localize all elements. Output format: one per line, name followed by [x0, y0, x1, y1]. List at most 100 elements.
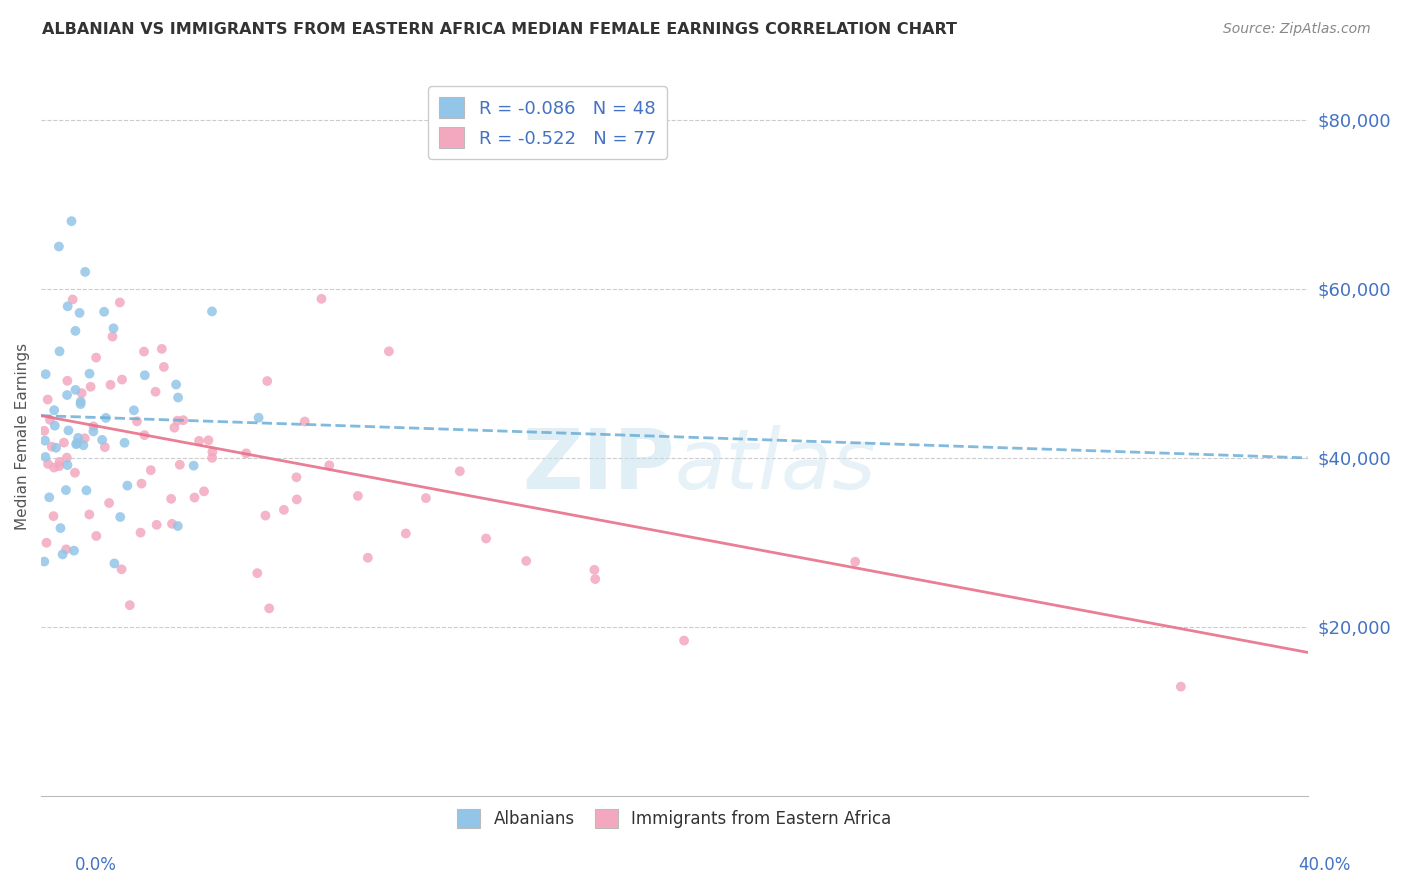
Point	[65, 437, 87, 451]
Point	[160, 491, 183, 506]
Point	[378, 344, 401, 359]
Point	[79, 367, 101, 381]
Point	[83, 419, 105, 434]
Point	[42, 509, 65, 524]
Point	[193, 484, 215, 499]
Point	[583, 572, 606, 586]
Point	[122, 403, 145, 417]
Point	[256, 374, 278, 388]
Point	[94, 440, 117, 454]
Point	[69, 394, 91, 409]
Point	[235, 446, 257, 460]
Point	[48, 344, 70, 359]
Point	[166, 414, 188, 428]
Point	[145, 384, 167, 399]
Point	[37, 392, 59, 407]
Point	[93, 305, 115, 319]
Point	[67, 431, 90, 445]
Point	[48, 239, 70, 253]
Point	[100, 377, 122, 392]
Point	[285, 492, 308, 507]
Text: ALBANIAN VS IMMIGRANTS FROM EASTERN AFRICA MEDIAN FEMALE EARNINGS CORRELATION CH: ALBANIAN VS IMMIGRANTS FROM EASTERN AFRI…	[42, 22, 957, 37]
Point	[56, 388, 79, 402]
Point	[145, 517, 167, 532]
Point	[75, 483, 97, 498]
Point	[55, 483, 77, 497]
Point	[134, 428, 156, 442]
Point	[58, 424, 80, 438]
Point	[62, 293, 84, 307]
Point	[65, 383, 87, 397]
Point	[79, 508, 101, 522]
Point	[449, 464, 471, 478]
Point	[132, 344, 155, 359]
Point	[82, 425, 104, 439]
Point	[246, 566, 269, 581]
Point	[48, 455, 70, 469]
Point	[166, 519, 188, 533]
Point	[114, 435, 136, 450]
Point	[103, 557, 125, 571]
Point	[45, 441, 67, 455]
Point	[169, 458, 191, 472]
Point	[294, 415, 316, 429]
Point	[69, 397, 91, 411]
Point	[673, 633, 696, 648]
Point	[72, 438, 94, 452]
Point	[108, 295, 131, 310]
Point	[475, 532, 498, 546]
Point	[285, 470, 308, 484]
Point	[38, 491, 60, 505]
Point	[254, 508, 277, 523]
Point	[84, 351, 107, 365]
Point	[56, 299, 79, 313]
Text: Source: ZipAtlas.com: Source: ZipAtlas.com	[1223, 22, 1371, 37]
Point	[103, 321, 125, 335]
Point	[66, 436, 89, 450]
Point	[583, 563, 606, 577]
Point	[73, 431, 96, 445]
Point	[139, 463, 162, 477]
Point	[34, 450, 56, 464]
Point	[56, 450, 79, 465]
Point	[247, 410, 270, 425]
Point	[84, 529, 107, 543]
Text: atlas: atlas	[675, 425, 876, 506]
Point	[94, 410, 117, 425]
Point	[41, 440, 63, 454]
Point	[172, 413, 194, 427]
Point	[49, 521, 72, 535]
Point	[52, 435, 75, 450]
Point	[167, 391, 190, 405]
Point	[42, 460, 65, 475]
Point	[108, 510, 131, 524]
Point	[56, 374, 79, 388]
Point	[347, 489, 370, 503]
Point	[34, 367, 56, 381]
Point	[1170, 680, 1192, 694]
Point	[32, 424, 55, 438]
Point	[150, 342, 173, 356]
Point	[39, 413, 62, 427]
Point	[79, 380, 101, 394]
Point	[60, 214, 83, 228]
Point	[70, 386, 93, 401]
Point	[63, 543, 86, 558]
Legend: Albanians, Immigrants from Eastern Africa: Albanians, Immigrants from Eastern Afric…	[450, 802, 898, 835]
Point	[134, 368, 156, 383]
Point	[395, 526, 418, 541]
Point	[129, 525, 152, 540]
Text: ZIP: ZIP	[522, 425, 675, 506]
Point	[415, 491, 437, 505]
Point	[52, 547, 75, 561]
Point	[75, 265, 97, 279]
Point	[311, 292, 333, 306]
Point	[163, 420, 186, 434]
Point	[188, 434, 211, 448]
Point	[515, 554, 537, 568]
Point	[844, 555, 866, 569]
Point	[101, 329, 124, 343]
Point	[65, 324, 87, 338]
Point	[183, 458, 205, 473]
Point	[56, 458, 79, 472]
